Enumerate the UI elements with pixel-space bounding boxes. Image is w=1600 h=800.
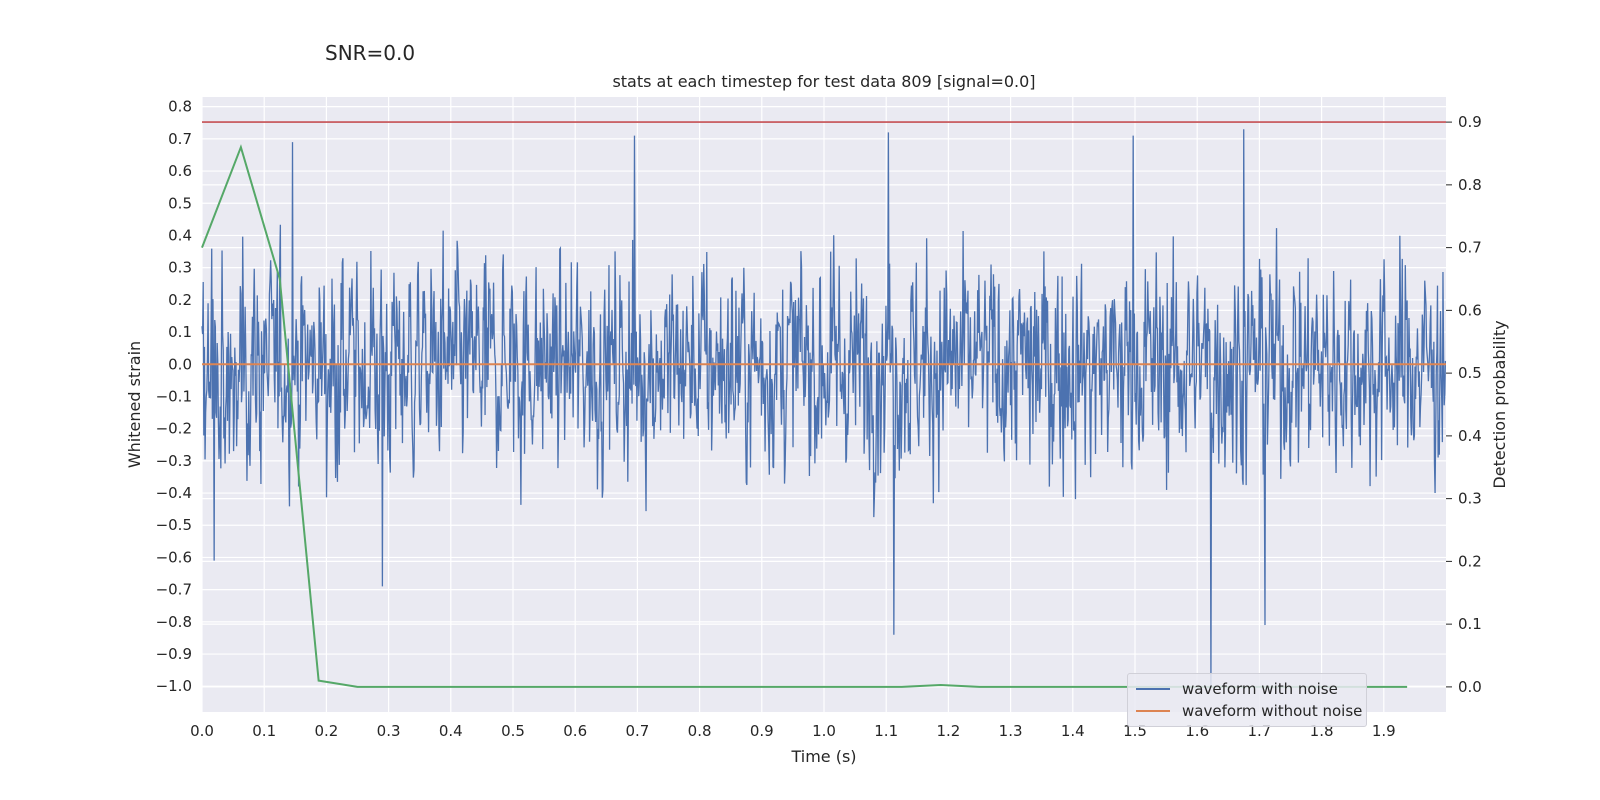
x-tick-label: 0.7 — [625, 722, 649, 740]
legend-swatch-clean — [1136, 710, 1170, 712]
x-tick-label: 1.2 — [936, 722, 960, 740]
x-tick-label: 0.6 — [563, 722, 587, 740]
y2-tick-label: 0.5 — [1458, 364, 1482, 382]
y-tick-label: −0.6 — [156, 548, 192, 566]
y2-tick-label: 0.9 — [1458, 113, 1482, 131]
x-tick-label: 0.0 — [190, 722, 214, 740]
chart-title: stats at each timestep for test data 809… — [612, 72, 1035, 91]
y-tick-label: −0.9 — [156, 645, 192, 663]
x-tick-label: 0.5 — [501, 722, 525, 740]
legend-item-clean: waveform without noise — [1136, 701, 1362, 721]
y-tick-label: 0.1 — [168, 323, 192, 341]
x-tick-label: 0.3 — [377, 722, 401, 740]
y-tick-label: −0.2 — [156, 420, 192, 438]
y2-axis-ticks: 0.9 0.8 0.7 0.6 0.5 0.4 0.3 0.2 0.1 0.0 — [1446, 113, 1482, 696]
x-tick-label: 1.9 — [1372, 722, 1396, 740]
y-tick-label: 0.3 — [168, 259, 192, 277]
x-tick-label: 0.1 — [252, 722, 276, 740]
x-tick-label: 0.8 — [688, 722, 712, 740]
line-waveform-with-noise — [201, 129, 1447, 687]
y2-axis-label: Detection probability — [1490, 320, 1509, 488]
y-tick-label: −0.1 — [156, 387, 192, 405]
x-tick-label: 1.0 — [812, 722, 836, 740]
legend: waveform with noise waveform without noi… — [1127, 673, 1367, 727]
figure-suptitle: SNR=0.0 — [325, 41, 416, 65]
legend-item-noisy: waveform with noise — [1136, 679, 1338, 699]
y-tick-label: 0.5 — [168, 194, 192, 212]
x-tick-label: 1.1 — [874, 722, 898, 740]
x-tick-label: 0.2 — [314, 722, 338, 740]
y2-tick-label: 0.4 — [1458, 427, 1482, 445]
y2-tick-label: 0.2 — [1458, 552, 1482, 570]
y-tick-label: −0.7 — [156, 581, 192, 599]
y2-tick-label: 0.8 — [1458, 176, 1482, 194]
y-tick-label: −0.4 — [156, 484, 192, 502]
y-tick-label: −0.8 — [156, 613, 192, 631]
y-tick-label: 0.0 — [168, 355, 192, 373]
legend-label-noisy: waveform with noise — [1182, 680, 1338, 698]
x-axis-label: Time (s) — [790, 747, 856, 766]
x-tick-label: 0.9 — [750, 722, 774, 740]
y2-tick-label: 0.0 — [1458, 678, 1482, 696]
y-tick-label: −0.3 — [156, 452, 192, 470]
y-tick-label: −1.0 — [156, 677, 192, 695]
y-tick-label: 0.2 — [168, 291, 192, 309]
y-tick-label: 0.6 — [168, 162, 192, 180]
x-tick-label: 1.3 — [999, 722, 1023, 740]
y-tick-label: 0.7 — [168, 130, 192, 148]
y2-tick-label: 0.3 — [1458, 490, 1482, 508]
y2-tick-label: 0.7 — [1458, 239, 1482, 257]
legend-swatch-noisy — [1136, 688, 1170, 690]
y2-tick-label: 0.1 — [1458, 615, 1482, 633]
x-tick-label: 1.4 — [1061, 722, 1085, 740]
y-axis-ticks: 0.8 0.7 0.6 0.5 0.4 0.3 0.2 0.1 0.0 −0.1 −0.2 −0.3 −… — [156, 98, 192, 696]
series-waveform-with-noise — [201, 129, 1447, 687]
y-tick-label: 0.4 — [168, 226, 192, 244]
legend-label-clean: waveform without noise — [1182, 702, 1363, 720]
y-tick-label: −0.5 — [156, 516, 192, 534]
x-tick-label: 0.4 — [439, 722, 463, 740]
y-tick-label: 0.8 — [168, 98, 192, 116]
y-axis-label: Whitened strain — [125, 341, 144, 468]
y2-tick-label: 0.6 — [1458, 301, 1482, 319]
